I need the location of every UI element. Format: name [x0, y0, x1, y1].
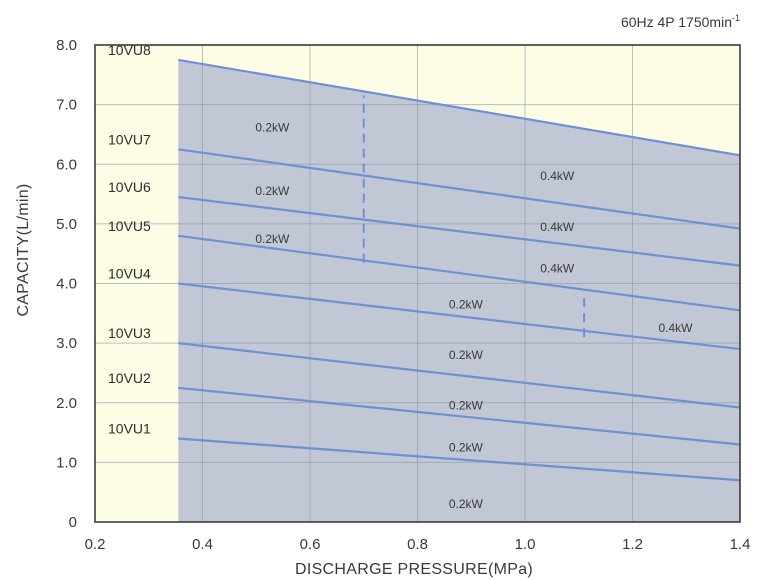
power-label: 0.2kW: [449, 497, 484, 511]
series-lines: [178, 58, 741, 482]
y-tick-label: 5.0: [56, 216, 77, 233]
shaded-operating-region: [178, 59, 740, 522]
y-tick-label: 3.0: [56, 335, 77, 352]
condition-superscript: -1: [732, 13, 740, 23]
x-tick-label: 0.2: [85, 536, 106, 553]
series-line-10vu6: [178, 195, 741, 267]
power-label: 0.2kW: [255, 120, 290, 134]
power-label: 0.4kW: [658, 321, 693, 335]
condition-label: 60Hz 4P 1750min-1: [621, 13, 740, 30]
series-label-10vu1: 10VU1: [108, 421, 151, 437]
power-label: 0.2kW: [255, 232, 290, 246]
y-tick-label: 2.0: [56, 395, 77, 412]
power-annotations: 0.2kW 0.2kW 0.2kW 0.4kW 0.4kW 0.4kW 0.2kW 0.4kW…: [255, 120, 693, 511]
x-tick-label: 1.4: [730, 536, 751, 553]
power-label: 0.4kW: [540, 169, 575, 183]
series-line-10vu7: [178, 148, 741, 230]
series-line-10vu8: [178, 58, 741, 157]
power-label: 0.2kW: [449, 440, 484, 454]
y-axis-title: CAPACITY(L/min): [15, 183, 32, 316]
y-tick-label: 1.0: [56, 454, 77, 471]
power-label: 0.2kW: [449, 348, 484, 362]
series-label-10vu4: 10VU4: [108, 266, 151, 282]
power-label: 0.4kW: [540, 262, 575, 276]
power-label: 0.2kW: [449, 297, 484, 311]
power-label: 0.2kW: [449, 399, 484, 413]
x-tick-labels: 0.2 0.4 0.6 0.8 1.0 1.2 1.4: [85, 536, 751, 553]
y-tick-label: 8.0: [56, 37, 77, 54]
series-line-10vu2: [178, 386, 741, 446]
series-label-10vu5: 10VU5: [108, 218, 151, 234]
series-labels: 10VU8 10VU7 10VU6 10VU5 10VU4 10VU3 10VU2 10VU1: [108, 42, 151, 437]
series-line-10vu5: [178, 234, 741, 312]
x-tick-label: 0.8: [407, 536, 428, 553]
y-tick-label: 4.0: [56, 276, 77, 293]
series-label-10vu8: 10VU8: [108, 42, 151, 58]
y-tick-label: 0: [69, 514, 77, 531]
y-tick-label: 6.0: [56, 156, 77, 173]
x-tick-label: 1.0: [515, 536, 536, 553]
condition-text: 60Hz 4P 1750min: [621, 14, 732, 30]
series-line-10vu3: [178, 342, 741, 409]
series-label-10vu6: 10VU6: [108, 179, 151, 195]
power-label: 0.2kW: [255, 184, 290, 198]
plot-frame: [94, 44, 741, 523]
series-label-10vu7: 10VU7: [108, 131, 151, 147]
y-tick-label: 7.0: [56, 97, 77, 114]
x-tick-label: 1.2: [622, 536, 643, 553]
x-tick-label: 0.4: [192, 536, 213, 553]
y-tick-labels: 0 1.0 2.0 3.0 4.0 5.0 6.0 7.0 8.0: [56, 37, 77, 531]
x-axis-title: DISCHARGE PRESSURE(MPa): [295, 561, 533, 578]
series-label-10vu3: 10VU3: [108, 325, 151, 341]
x-tick-label: 0.6: [300, 536, 321, 553]
series-label-10vu2: 10VU2: [108, 370, 151, 386]
series-line-10vu4: [178, 282, 741, 351]
series-line-10vu1: [178, 437, 741, 482]
power-label: 0.4kW: [540, 220, 575, 234]
